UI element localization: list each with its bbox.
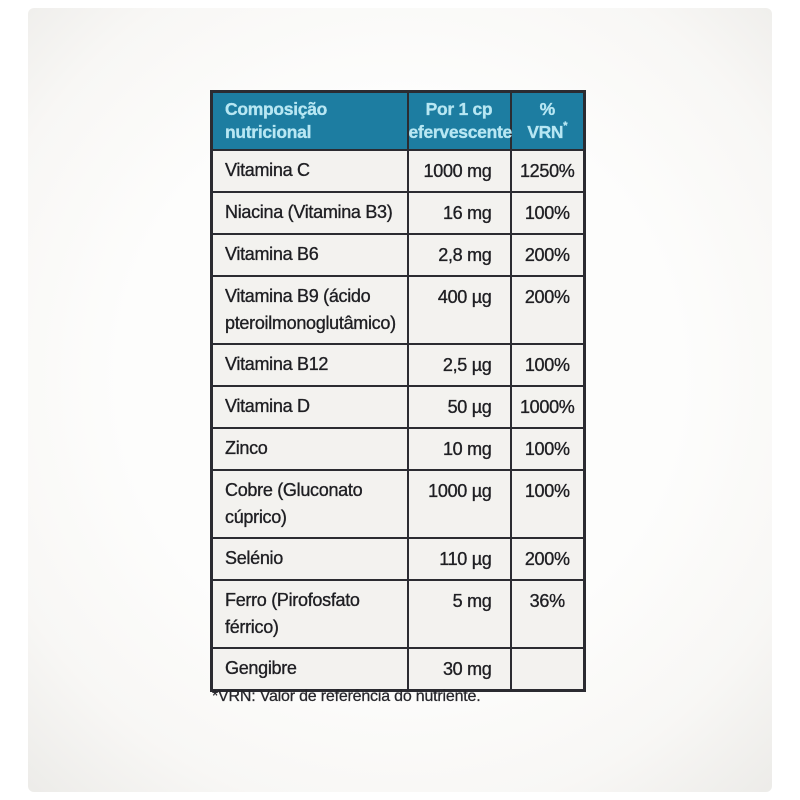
nutrient-name: Vitamina D [210, 384, 409, 429]
nutrient-vrn: 200% [509, 536, 586, 581]
table-row: Zinco 10 mg 100% [210, 426, 586, 471]
nutrient-amount: 110 µg [406, 536, 512, 581]
nutrient-amount: 30 mg [406, 646, 512, 691]
nutrient-vrn: 100% [509, 190, 586, 235]
table-row: Niacina (Vitamina B3) 16 mg 100% [210, 190, 586, 235]
table-row: Selénio 110 µg 200% [210, 536, 586, 581]
table-row: Cobre (Gluconato cúprico) 1000 µg 100% [210, 468, 586, 539]
table-row: Gengibre 30 mg [210, 646, 586, 691]
table-row: Ferro (Pirofosfato férrico) 5 mg 36% [210, 578, 586, 649]
nutrition-facts-table: Composição nutricional Por 1 cp efervesc… [210, 90, 586, 692]
nutrient-name: Selénio [210, 536, 409, 581]
header-vrn-percent: % [539, 98, 555, 119]
nutrient-name: Vitamina C [210, 148, 409, 193]
nutrient-amount: 16 mg [406, 190, 512, 235]
vrn-asterisk: * [563, 119, 568, 132]
table-row: Vitamina D 50 µg 1000% [210, 384, 586, 429]
header-row: Composição nutricional Por 1 cp efervesc… [210, 90, 586, 151]
table-row: Vitamina B12 2,5 µg 100% [210, 342, 586, 387]
nutrient-amount: 50 µg [406, 384, 512, 429]
nutrient-vrn: 100% [509, 426, 586, 471]
nutrient-amount: 10 mg [406, 426, 512, 471]
nutrient-name: Niacina (Vitamina B3) [210, 190, 409, 235]
nutrient-name: Zinco [210, 426, 409, 471]
nutrient-vrn: 100% [509, 468, 586, 539]
nutrient-name: Vitamina B6 [210, 232, 409, 277]
nutrient-vrn [509, 646, 586, 691]
nutrient-name: Ferro (Pirofosfato férrico) [210, 578, 409, 649]
header-composition: Composição nutricional [210, 90, 409, 151]
nutrient-vrn: 1000% [509, 384, 586, 429]
nutrient-amount: 1000 mg [406, 148, 512, 193]
nutrient-name: Vitamina B9 (ácido pteroilmonoglutâmico) [210, 274, 409, 345]
nutrient-vrn: 36% [509, 578, 586, 649]
nutrient-amount: 2,5 µg [406, 342, 512, 387]
vrn-footnote: *VRN: Valor de referência do nutriente. [212, 688, 481, 705]
nutrient-name: Gengibre [210, 646, 409, 691]
nutrient-amount: 1000 µg [406, 468, 512, 539]
header-vrn: % VRN* [509, 90, 586, 151]
nutrient-vrn: 100% [509, 342, 586, 387]
table-row: Vitamina B9 (ácido pteroilmonoglutâmico)… [210, 274, 586, 345]
nutrient-amount: 400 µg [406, 274, 512, 345]
header-per-tablet: Por 1 cp efervescente [406, 90, 512, 151]
nutrient-name: Cobre (Gluconato cúprico) [210, 468, 409, 539]
nutrient-vrn: 200% [509, 232, 586, 277]
nutrient-name: Vitamina B12 [210, 342, 409, 387]
table-row: Vitamina B6 2,8 mg 200% [210, 232, 586, 277]
table-body: Vitamina C 1000 mg 1250% Niacina (Vitami… [210, 148, 586, 691]
nutrient-amount: 5 mg [406, 578, 512, 649]
table-row: Vitamina C 1000 mg 1250% [210, 148, 586, 193]
nutrient-amount: 2,8 mg [406, 232, 512, 277]
table-header: Composição nutricional Por 1 cp efervesc… [210, 90, 586, 151]
header-vrn-label: VRN [527, 121, 564, 142]
nutrient-vrn: 1250% [509, 148, 586, 193]
nutrient-vrn: 200% [509, 274, 586, 345]
